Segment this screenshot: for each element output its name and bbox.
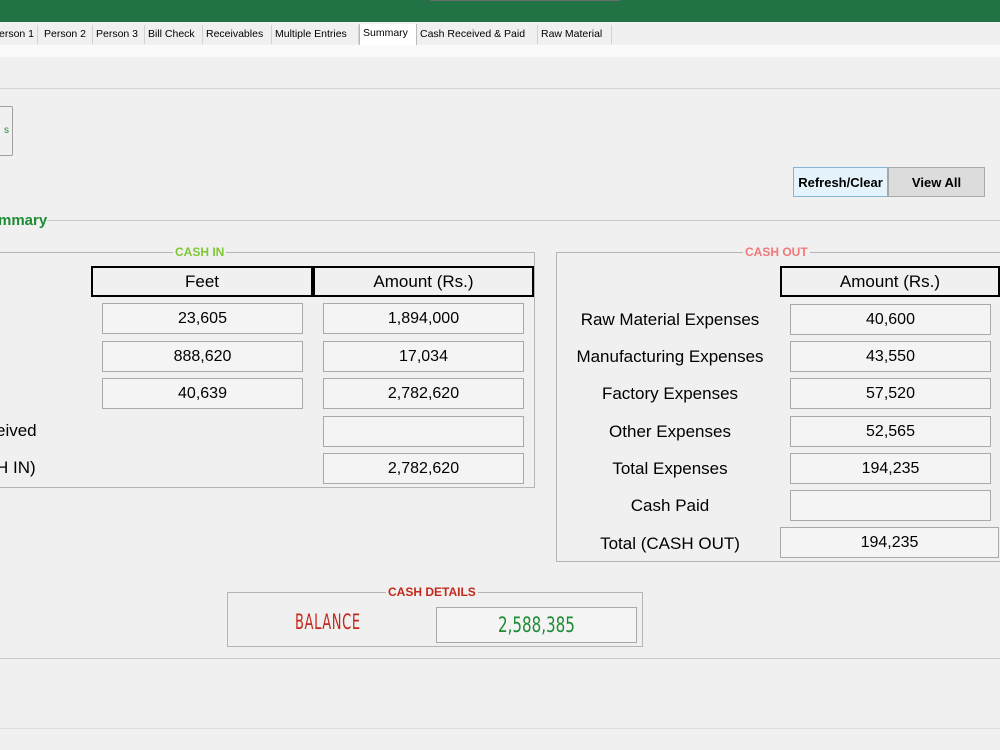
cash-out-legend: CASH OUT <box>743 245 810 259</box>
total-cash-out-label: Total (CASH OUT) <box>600 534 740 553</box>
tab-bill-check[interactable]: Bill Check <box>145 25 203 44</box>
tab-person-1[interactable]: erson 1 <box>0 25 38 44</box>
cash-details-legend: CASH DETAILS <box>386 585 478 599</box>
amount-field-2[interactable]: 17,034 <box>323 341 524 372</box>
balance-field[interactable]: 2,588,385 <box>436 607 637 643</box>
total-cash-in-field[interactable]: 2,782,620 <box>323 453 524 484</box>
total-expenses-field[interactable]: 194,235 <box>790 453 991 484</box>
cash-paid-field[interactable] <box>790 490 991 521</box>
other-expenses-field[interactable]: 52,565 <box>790 416 991 447</box>
summary-group-border <box>47 220 1000 221</box>
app-ribbon <box>0 0 1000 22</box>
total-cash-in-label: H IN) <box>0 458 36 477</box>
cash-out-amount-header: Amount (Rs.) <box>780 266 1000 297</box>
amount-field-3[interactable]: 2,782,620 <box>323 378 524 409</box>
cash-paid-label: Cash Paid <box>630 496 710 515</box>
tab-raw-material[interactable]: Raw Material <box>538 25 612 44</box>
feet-field-1[interactable]: 23,605 <box>102 303 303 334</box>
tab-cash-received-paid[interactable]: Cash Received & Paid <box>417 25 538 44</box>
partial-button-glyph: s <box>4 125 9 136</box>
other-expenses-label: Other Expenses <box>609 422 731 441</box>
feet-field-2[interactable]: 888,620 <box>102 341 303 372</box>
separator <box>0 88 1000 89</box>
page-bottom-border <box>0 728 1000 729</box>
raw-material-expenses-field[interactable]: 40,600 <box>790 304 991 335</box>
refresh-clear-button[interactable]: Refresh/Clear <box>793 167 888 197</box>
summary-title: mmary <box>0 212 48 229</box>
manufacturing-expenses-field[interactable]: 43,550 <box>790 341 991 372</box>
amount-field-1[interactable]: 1,894,000 <box>323 303 524 334</box>
total-cash-out-field[interactable]: 194,235 <box>780 527 999 558</box>
ribbon-field-edge <box>430 0 620 1</box>
cash-received-field[interactable] <box>323 416 524 447</box>
summary-group-bottom-border <box>0 658 1000 659</box>
factory-expenses-label: Factory Expenses <box>601 384 739 403</box>
tab-receivables[interactable]: Receivables <box>203 25 272 44</box>
tab-person-2[interactable]: Person 2 <box>41 25 93 44</box>
balance-value: 2,588,385 <box>498 613 575 637</box>
cash-received-label: eived <box>0 421 37 440</box>
cash-in-group <box>0 252 535 488</box>
amount-header: Amount (Rs.) <box>313 266 534 297</box>
partial-button[interactable] <box>0 106 13 156</box>
sheet-tab-bar: erson 1 Person 2 Person 3 Bill Check Rec… <box>0 24 1000 46</box>
total-expenses-label: Total Expenses <box>612 459 728 478</box>
manufacturing-expenses-label: Manufacturing Expenses <box>576 347 764 366</box>
tab-summary[interactable]: Summary <box>359 24 417 45</box>
feet-header: Feet <box>91 266 313 297</box>
tab-page-top-band <box>0 45 1000 57</box>
balance-label: BALANCE <box>295 610 361 634</box>
view-all-button[interactable]: View All <box>888 167 985 197</box>
factory-expenses-field[interactable]: 57,520 <box>790 378 991 409</box>
tab-person-3[interactable]: Person 3 <box>93 25 145 44</box>
cash-in-legend: CASH IN <box>173 245 227 259</box>
feet-field-3[interactable]: 40,639 <box>102 378 303 409</box>
raw-material-expenses-label: Raw Material Expenses <box>580 310 760 329</box>
tab-multiple-entries[interactable]: Multiple Entries <box>272 25 359 44</box>
